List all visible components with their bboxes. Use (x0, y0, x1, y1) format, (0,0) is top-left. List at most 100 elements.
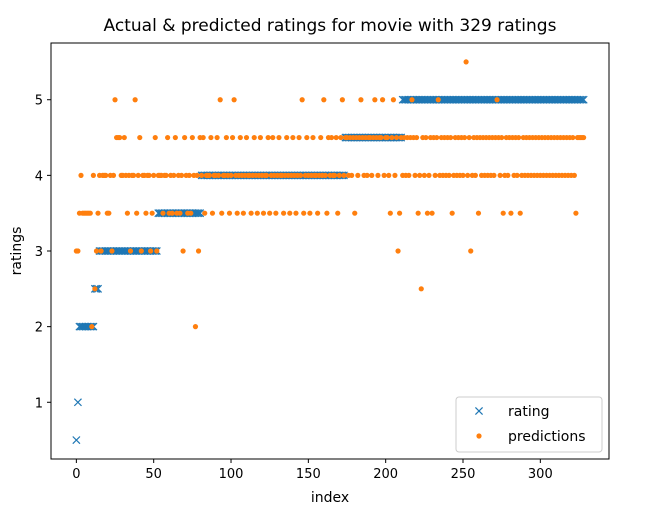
x-tick-label: 0 (72, 467, 80, 482)
predictions-series (73, 59, 587, 330)
prediction-point (293, 210, 299, 216)
prediction-point (214, 134, 220, 141)
prediction-point (251, 134, 257, 141)
prediction-point (228, 172, 234, 178)
prediction-point (497, 172, 503, 178)
prediction-point (573, 210, 579, 216)
prediction-point (301, 210, 307, 216)
prediction-point (163, 172, 169, 178)
prediction-point (341, 172, 347, 178)
prediction-point (328, 134, 335, 141)
prediction-point (514, 172, 520, 178)
prediction-point (418, 286, 424, 292)
prediction-point (226, 210, 233, 216)
y-tick-label: 2 (35, 321, 43, 336)
prediction-point (290, 134, 296, 141)
prediction-point (384, 134, 390, 141)
prediction-point (90, 172, 96, 178)
prediction-point (570, 134, 576, 141)
prediction-point (146, 172, 152, 178)
prediction-point (134, 210, 140, 216)
prediction-point (263, 172, 270, 178)
prediction-point (434, 134, 440, 141)
legend-predictions-marker (476, 433, 482, 439)
prediction-point (358, 97, 364, 103)
prediction-point (364, 172, 370, 178)
prediction-point (124, 210, 131, 216)
legend-label-predictions: predictions (508, 429, 586, 445)
prediction-point (409, 97, 415, 103)
prediction-point (273, 210, 279, 216)
y-axis: 1 2 3 4 5 (35, 94, 51, 411)
prediction-point (355, 172, 361, 178)
prediction-point (281, 210, 287, 216)
rating-point (579, 95, 588, 104)
prediction-point (465, 172, 471, 178)
prediction-point (390, 97, 397, 103)
prediction-point (243, 134, 250, 141)
prediction-point (270, 134, 276, 141)
prediction-point (435, 97, 441, 103)
prediction-point (517, 210, 523, 216)
prediction-point (92, 286, 98, 292)
prediction-point (89, 324, 95, 330)
prediction-point (284, 134, 290, 141)
chart-legend: rating predictions (455, 396, 603, 453)
y-tick-label: 4 (35, 169, 43, 184)
prediction-point (216, 172, 222, 178)
prediction-point (78, 172, 84, 178)
prediction-point (335, 210, 341, 216)
prediction-point (276, 134, 282, 141)
y-axis-title: ratings (9, 227, 25, 276)
prediction-point (149, 210, 155, 216)
prediction-point (202, 210, 208, 216)
y-tick-label: 3 (35, 245, 43, 260)
prediction-point (194, 172, 200, 178)
prediction-point (432, 172, 438, 178)
prediction-point (229, 134, 236, 141)
rating-point (72, 436, 81, 445)
prediction-point (339, 97, 345, 103)
rating-point (192, 209, 202, 218)
prediction-point (117, 134, 123, 141)
prediction-point (571, 172, 577, 178)
prediction-point (257, 134, 264, 141)
prediction-point (248, 210, 254, 216)
prediction-point (500, 210, 506, 216)
prediction-point (324, 210, 330, 216)
prediction-point (448, 134, 454, 141)
prediction-point (234, 210, 240, 216)
prediction-point (127, 248, 134, 254)
prediction-point (178, 172, 185, 178)
prediction-point (446, 172, 452, 178)
prediction-point (375, 172, 381, 178)
prediction-point (199, 172, 205, 178)
legend-rating-x (474, 406, 484, 416)
prediction-point (223, 134, 229, 141)
prediction-point (132, 97, 138, 103)
prediction-point (138, 248, 144, 254)
prediction-point (494, 97, 500, 103)
x-tick-label: 150 (296, 467, 321, 482)
prediction-point (95, 210, 101, 216)
prediction-point (392, 172, 398, 178)
prediction-point (396, 210, 403, 216)
prediction-point (491, 172, 497, 178)
rating-point (73, 398, 82, 407)
prediction-point (154, 248, 160, 254)
prediction-point (93, 248, 100, 254)
prediction-point (315, 210, 321, 216)
x-axis-title: index (311, 490, 349, 506)
prediction-point (333, 134, 339, 141)
prediction-point (195, 248, 202, 254)
prediction-point (426, 172, 432, 178)
prediction-point (460, 172, 466, 178)
prediction-point (186, 172, 192, 178)
prediction-point (463, 59, 469, 65)
legend-rating-marker (474, 406, 484, 416)
prediction-point (516, 134, 522, 141)
prediction-point (379, 97, 386, 103)
prediction-point (206, 172, 212, 178)
x-tick-label: 50 (145, 467, 162, 482)
